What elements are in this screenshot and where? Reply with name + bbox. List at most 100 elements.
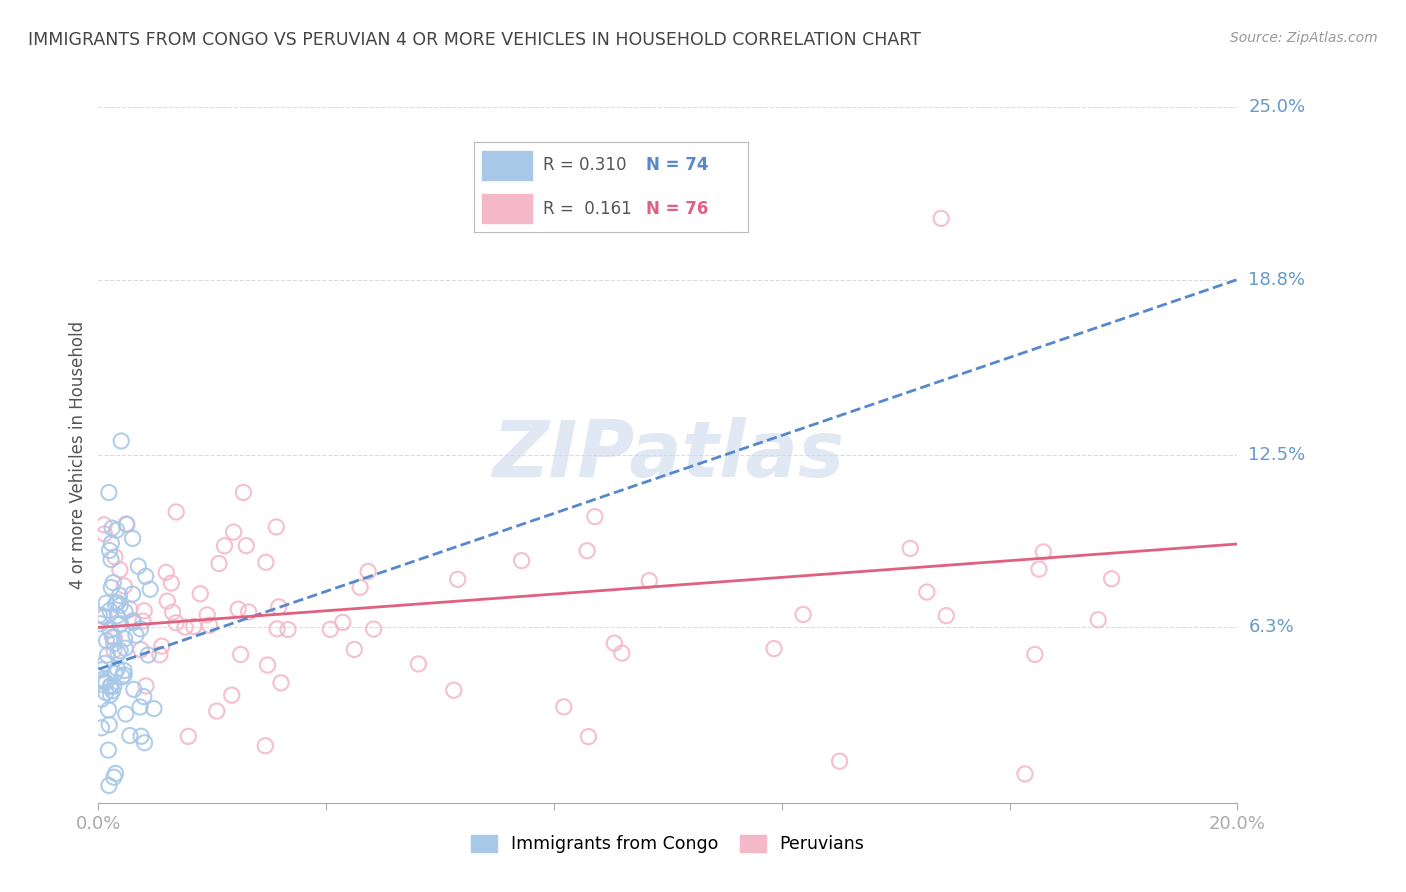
Point [357,565,380,579]
Point [89,608,111,623]
Point [188,587,211,601]
Point [100,581,122,595]
Point [97,779,120,793]
Point [122,682,145,697]
Point [114,641,136,656]
Text: R = 0.310: R = 0.310 [543,156,626,174]
Point [214,539,236,553]
Point [929,211,952,226]
Point [114,706,136,721]
Point [105,523,128,537]
Text: Source: ZipAtlas.com: Source: ZipAtlas.com [1230,31,1378,45]
Point [108,563,131,577]
Text: 25.0%: 25.0% [1249,98,1306,116]
Point [254,739,277,753]
Point [122,615,145,630]
Point [935,608,957,623]
Y-axis label: 4 or more Vehicles in Household: 4 or more Vehicles in Household [69,321,87,589]
Point [208,557,231,571]
Point [792,607,814,622]
Text: 18.8%: 18.8% [1249,270,1305,289]
Point [363,622,385,636]
Point [135,569,157,583]
Point [332,615,354,630]
Point [115,516,138,531]
Point [89,616,111,631]
Point [110,616,132,631]
Text: R =  0.161: R = 0.161 [543,200,631,218]
Point [142,701,165,715]
Point [104,666,127,681]
Point [183,619,205,633]
Point [98,717,121,731]
Point [98,623,121,637]
Point [114,605,136,619]
Point [763,641,786,656]
Point [638,574,661,588]
Point [93,610,115,624]
Point [108,643,131,657]
Point [349,580,371,594]
Point [90,692,112,706]
Point [1024,648,1046,662]
Point [94,657,117,671]
Point [97,703,120,717]
Point [177,730,200,744]
Point [174,620,197,634]
Point [112,668,135,682]
Point [129,700,152,714]
Point [93,527,115,541]
Point [103,643,125,657]
Point [104,766,127,780]
Point [125,628,148,642]
Point [1101,572,1123,586]
Point [165,505,187,519]
Point [150,639,173,653]
Point [105,662,128,676]
Point [118,602,141,616]
Point [898,541,921,556]
Point [114,632,136,646]
Point [156,594,179,608]
Point [100,680,122,694]
Point [104,549,127,564]
Point [93,517,115,532]
Point [112,664,135,678]
Point [155,566,177,580]
Point [165,615,187,630]
Point [443,683,465,698]
Point [1014,767,1036,781]
Point [118,729,141,743]
Point [90,721,112,735]
Point [235,539,257,553]
Point [103,631,125,645]
Point [103,679,125,693]
Legend: Immigrants from Congo, Peruvians: Immigrants from Congo, Peruvians [464,828,872,860]
Point [101,630,124,644]
Point [115,517,138,532]
Point [578,730,600,744]
Point [97,485,120,500]
Text: 6.3%: 6.3% [1249,618,1294,637]
Point [576,543,599,558]
Point [127,559,149,574]
Point [110,434,132,448]
Point [98,543,121,558]
Point [583,509,606,524]
Point [108,617,131,632]
Point [100,688,122,702]
Point [96,648,118,662]
Point [108,588,131,602]
Point [828,754,851,768]
Point [510,554,533,568]
Point [603,636,626,650]
Point [134,736,156,750]
Point [107,596,129,610]
Point [132,690,155,704]
Point [162,605,184,619]
Point [101,521,124,535]
Point [226,602,249,616]
Point [553,699,575,714]
Point [1032,545,1054,559]
Point [129,622,152,636]
